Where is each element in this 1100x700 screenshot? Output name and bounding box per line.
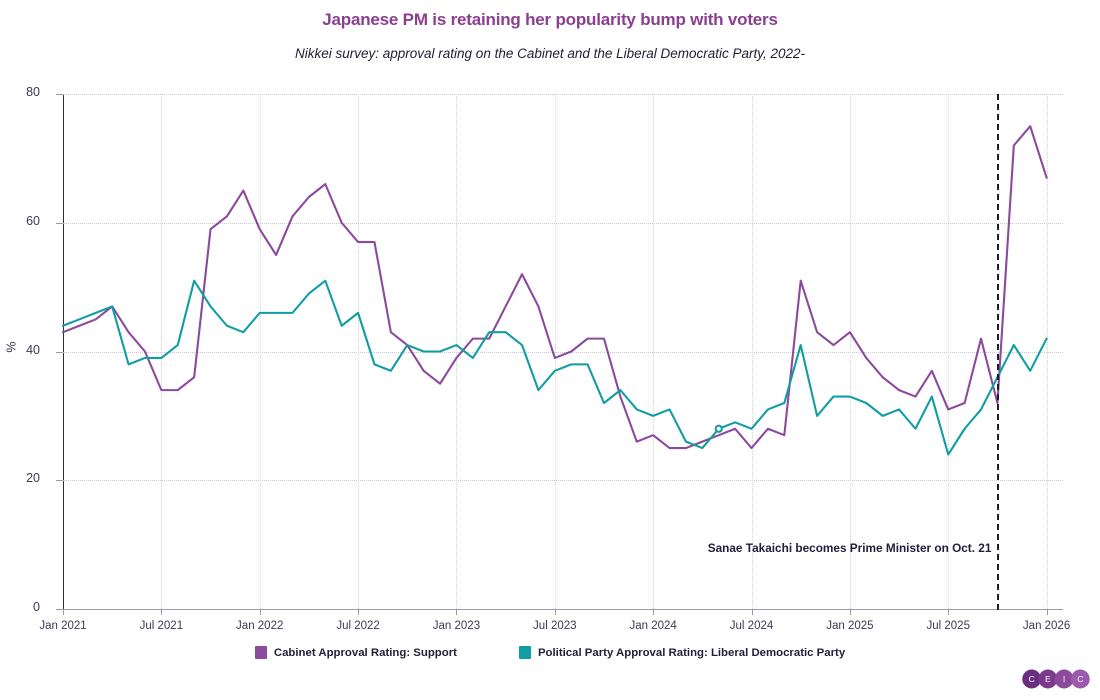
x-tick-label: Jul 2024 — [729, 620, 774, 632]
y-tick-label: 60 — [26, 213, 40, 228]
gridline-x — [751, 94, 753, 609]
x-tick-mark — [259, 609, 261, 615]
series-marker — [714, 424, 723, 433]
y-tick-mark — [56, 94, 63, 95]
chart-subtitle: Nikkei survey: approval rating on the Ca… — [294, 46, 805, 61]
gridline-x — [653, 94, 655, 609]
gridline-x — [456, 94, 458, 609]
y-tick-label: 40 — [26, 342, 40, 357]
gridline-x — [849, 94, 851, 609]
y-tick-mark — [56, 222, 63, 224]
logo-letter: C — [1029, 674, 1035, 684]
gridline-y — [63, 351, 1063, 353]
x-tick-label: Jan 2022 — [236, 620, 284, 632]
gridline-x — [554, 94, 556, 609]
x-tick-mark — [161, 609, 163, 615]
gridline-x — [259, 94, 261, 609]
series-line-cabinet — [61, 125, 1048, 450]
gridline-y — [63, 480, 1063, 482]
x-tick-label: Jul 2021 — [139, 620, 184, 632]
x-tick-label: Jan 2021 — [39, 620, 87, 632]
gridline-x — [161, 94, 163, 609]
gridline-x — [358, 94, 360, 609]
logo-circle — [1022, 669, 1042, 689]
logo-letter: E — [1045, 674, 1051, 684]
legend-item-cabinet[interactable]: Cabinet Approval Rating: Support — [254, 646, 457, 659]
x-tick-label: Jul 2023 — [533, 620, 577, 632]
logo-circle — [1038, 669, 1058, 689]
gridline-y — [63, 94, 1063, 95]
x-tick-label: Jan 2023 — [432, 620, 481, 632]
y-tick-mark — [56, 480, 63, 482]
x-tick-mark — [849, 609, 851, 615]
event-marker-line — [997, 94, 1000, 610]
x-tick-mark — [63, 609, 64, 615]
x-axis-line — [63, 609, 1063, 611]
x-tick-mark — [653, 609, 655, 615]
plot-area — [61, 94, 1063, 609]
legend-swatch-cabinet — [254, 646, 267, 659]
gridline-y — [63, 222, 1063, 224]
y-tick-mark — [56, 609, 63, 610]
logo-circle — [1070, 669, 1090, 689]
x-tick-label: Jul 2022 — [336, 620, 380, 632]
x-tick-label: Jan 2024 — [629, 620, 677, 632]
legend-item-ldp[interactable]: Political Party Approval Rating: Liberal… — [518, 646, 846, 659]
x-tick-mark — [358, 609, 360, 615]
y-tick-mark — [56, 351, 63, 353]
x-tick-label: Jul 2025 — [926, 620, 970, 632]
y-tick-label: 0 — [33, 600, 40, 614]
x-tick-mark — [456, 609, 458, 615]
logo-circle — [1054, 669, 1074, 689]
y-tick-label: 20 — [26, 471, 40, 486]
event-annotation-label: Sanae Takaichi becomes Prime Minister on… — [707, 541, 992, 555]
series-line-ldp — [61, 279, 1048, 456]
y-tick-label: 80 — [26, 85, 40, 99]
x-tick-mark — [1046, 609, 1048, 615]
chart-legend: Cabinet Approval Rating: Support Politic… — [0, 646, 1100, 659]
legend-swatch-ldp — [518, 646, 531, 659]
x-tick-mark — [751, 609, 753, 615]
x-tick-label: Jan 2026 — [1022, 620, 1071, 632]
x-tick-mark — [948, 609, 950, 615]
logo-letter: C — [1077, 674, 1083, 684]
gridline-x — [1046, 94, 1048, 609]
page-title: Japanese PM is retaining her popularity … — [322, 10, 778, 29]
logo-letter: I — [1063, 674, 1065, 684]
x-tick-label: Jan 2025 — [826, 620, 874, 632]
legend-label-ldp: Political Party Approval Rating: Liberal… — [537, 646, 846, 659]
legend-label-cabinet: Cabinet Approval Rating: Support — [273, 646, 457, 659]
gridline-x — [948, 94, 950, 609]
series-lines — [61, 125, 1048, 456]
x-tick-mark — [554, 609, 556, 615]
